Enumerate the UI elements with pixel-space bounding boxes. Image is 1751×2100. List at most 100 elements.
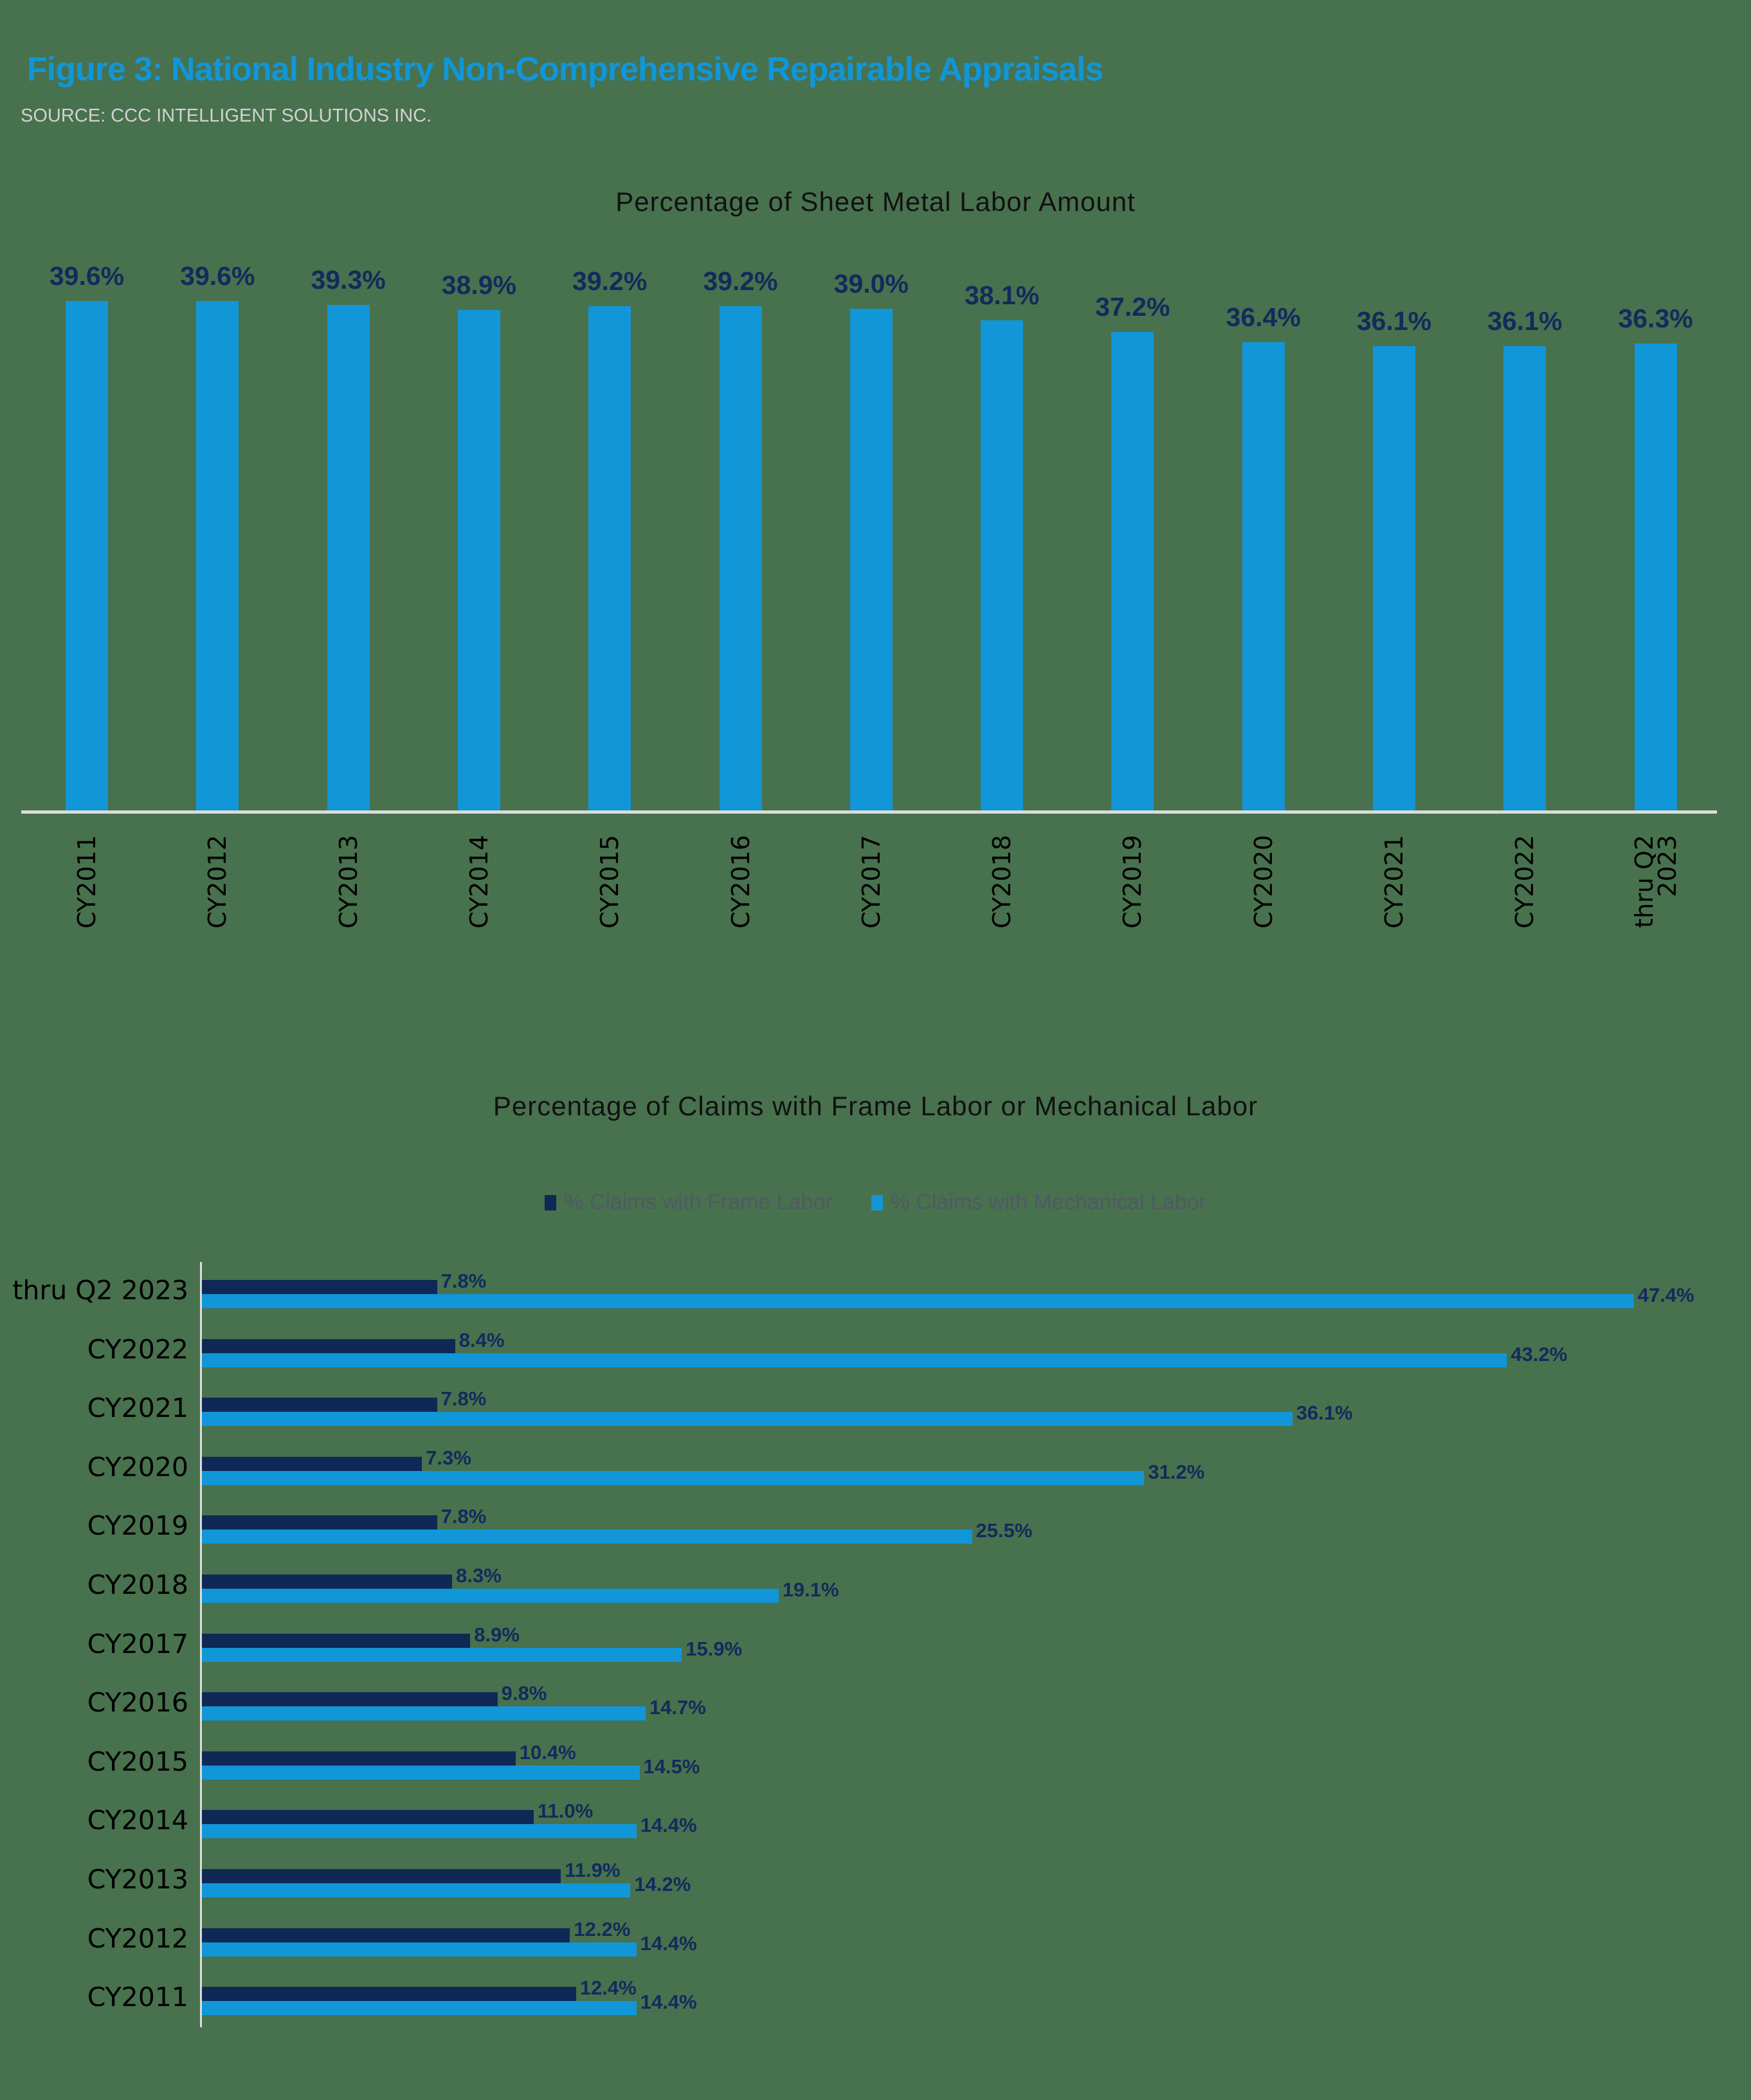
bar-value-label: 14.4% — [640, 1931, 697, 1955]
frame-labor-bar — [201, 1810, 534, 1825]
legend-label-mechanical: % Claims with Mechanical Labor — [890, 1190, 1206, 1214]
bar-value-label: 9.8% — [501, 1682, 547, 1705]
mechanical-labor-bar — [201, 1706, 646, 1721]
bar — [1373, 346, 1415, 810]
frame-labor-bar — [201, 1575, 453, 1589]
bar — [66, 301, 108, 810]
y-category-label: CY2022 — [87, 1333, 188, 1365]
frame-labor-bar — [201, 1869, 561, 1883]
y-category-label: thru Q2 2023 — [12, 1275, 188, 1306]
bar-value-label: 12.2% — [574, 1917, 631, 1940]
legend-item-mechanical-labor: % Claims with Mechanical Labor — [871, 1190, 1206, 1215]
y-category-label: CY2016 — [87, 1687, 188, 1719]
claims-chart-title: Percentage of Claims with Frame Labor or… — [493, 1091, 1258, 1121]
bar — [981, 320, 1024, 810]
bar-value-label: 14.7% — [649, 1696, 706, 1719]
bar-value-label: 12.4% — [579, 1977, 637, 2000]
claims-y-axis — [200, 1262, 202, 2027]
mechanical-labor-bar — [201, 2001, 637, 2016]
mechanical-labor-bar — [201, 1824, 637, 1839]
bar-value-label: 37.2% — [1095, 292, 1170, 322]
y-category-label: CY2012 — [87, 1922, 188, 1954]
y-category-label: CY2021 — [87, 1392, 188, 1424]
bar — [327, 305, 370, 810]
bar-value-label: 7.8% — [440, 1387, 487, 1411]
frame-labor-bar — [201, 1515, 437, 1530]
y-category-label: CY2020 — [87, 1451, 188, 1483]
sheet-metal-x-axis — [21, 810, 1717, 814]
y-category-label: CY2019 — [87, 1510, 188, 1542]
bar-value-label: 47.4% — [1637, 1284, 1694, 1306]
mechanical-labor-bar — [201, 1883, 631, 1897]
bar — [1503, 346, 1547, 810]
bar-value-label: 19.1% — [782, 1578, 839, 1601]
bar-value-label: 8.3% — [456, 1564, 502, 1587]
bar — [1111, 332, 1154, 810]
mechanical-labor-bar — [201, 1353, 1507, 1367]
legend-swatch-frame — [545, 1194, 557, 1210]
y-category-label: CY2017 — [87, 1628, 188, 1659]
bar-value-label: 36.4% — [1226, 302, 1301, 332]
frame-labor-bar — [201, 1928, 570, 1942]
bar-value-label: 43.2% — [1511, 1342, 1568, 1365]
figure-title: Figure 3: National Industry Non-Comprehe… — [27, 51, 1103, 88]
bar-value-label: 39.2% — [703, 266, 778, 296]
bar-value-label: 36.1% — [1356, 306, 1432, 336]
bar-value-label: 10.4% — [519, 1740, 576, 1764]
figure-source: SOURCE: CCC INTELLIGENT SOLUTIONS INC. — [21, 105, 432, 126]
bar-value-label: 39.3% — [311, 265, 386, 295]
bar-value-label: 11.9% — [565, 1859, 621, 1881]
bar-value-label: 7.8% — [440, 1270, 487, 1292]
bar-value-label: 31.2% — [1148, 1460, 1205, 1483]
bar-value-label: 7.8% — [440, 1505, 487, 1528]
mechanical-labor-bar — [201, 1765, 640, 1780]
y-category-label: CY2015 — [87, 1746, 188, 1777]
frame-labor-bar — [201, 1456, 422, 1471]
mechanical-labor-bar — [201, 1529, 972, 1544]
bar-value-label: 7.3% — [426, 1446, 471, 1469]
bar-value-label: 15.9% — [685, 1637, 743, 1660]
legend-label-frame: % Claims with Frame Labor — [564, 1190, 833, 1214]
bar — [719, 306, 762, 810]
bar-value-label: 39.2% — [572, 266, 648, 296]
bar-value-label: 39.0% — [833, 269, 909, 298]
bar-value-label: 36.3% — [1618, 304, 1693, 333]
bar-value-label: 14.4% — [640, 1991, 697, 2014]
mechanical-labor-bar — [201, 1589, 779, 1603]
bar-value-label: 14.4% — [640, 1814, 697, 1837]
bar — [457, 310, 500, 810]
frame-labor-bar — [201, 1398, 437, 1412]
mechanical-labor-bar — [201, 1470, 1145, 1485]
bar — [1634, 343, 1677, 810]
mechanical-labor-bar — [201, 1294, 1634, 1308]
bar-value-label: 11.0% — [538, 1800, 594, 1823]
legend-item-frame-labor: % Claims with Frame Labor — [545, 1190, 833, 1215]
bar-value-label: 25.5% — [975, 1519, 1033, 1542]
bar-value-label: 36.1% — [1296, 1402, 1353, 1425]
bar-value-label: 8.4% — [458, 1328, 505, 1351]
bar-value-label: 8.9% — [474, 1623, 520, 1646]
bar-value-label: 14.5% — [643, 1755, 700, 1778]
mechanical-labor-bar — [201, 1647, 682, 1662]
bar — [1242, 342, 1285, 810]
bar — [849, 309, 893, 810]
y-category-label: CY2018 — [87, 1569, 188, 1600]
claims-chart-legend: % Claims with Frame Labor % Claims with … — [0, 1190, 1751, 1215]
bar-value-label: 39.6% — [49, 261, 125, 291]
bar-value-label: 38.1% — [964, 280, 1040, 310]
frame-labor-bar — [201, 1633, 471, 1648]
mechanical-labor-bar — [201, 1412, 1293, 1427]
frame-labor-bar — [201, 1338, 455, 1353]
mechanical-labor-bar — [201, 1942, 637, 1957]
frame-labor-bar — [201, 1692, 498, 1707]
bar — [588, 306, 631, 810]
sheet-metal-bar-chart: 39.6% CY2011 39.6% CY2012 39.3% CY2013 38.9% CY… — [0, 0, 1751, 1029]
frame-labor-bar — [201, 1751, 516, 1766]
bar-value-label: 39.6% — [180, 261, 255, 291]
bar-value-label: 38.9% — [441, 270, 517, 300]
frame-labor-bar — [201, 1280, 437, 1294]
bar — [196, 301, 239, 810]
bar-value-label: 36.1% — [1487, 306, 1563, 336]
y-category-label: CY2014 — [87, 1805, 188, 1836]
